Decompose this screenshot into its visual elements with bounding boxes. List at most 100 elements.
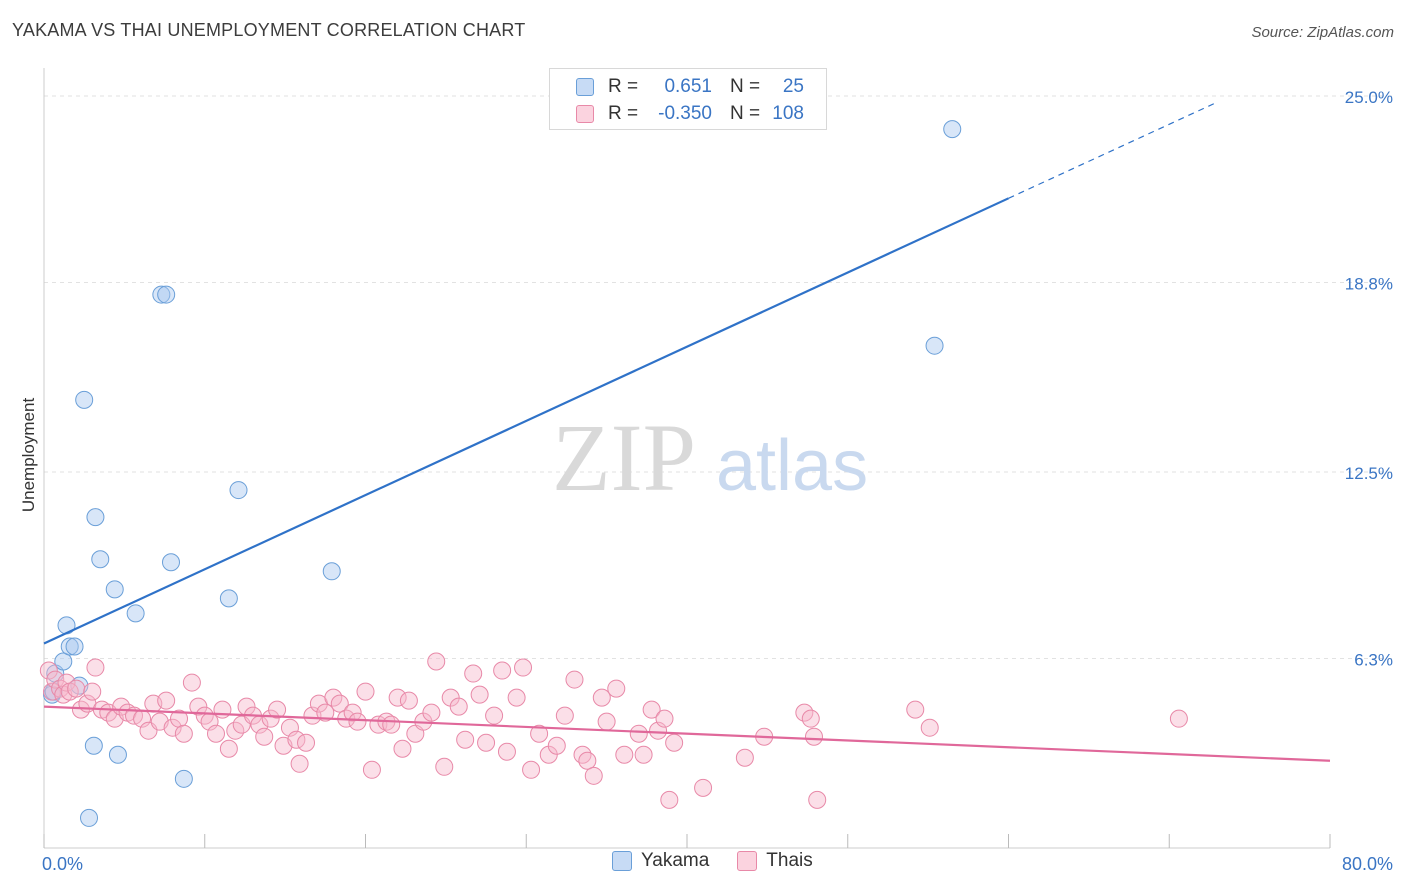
- thais-point: [629, 724, 648, 743]
- thais-point: [83, 682, 102, 701]
- watermark-atlas: atlas: [716, 426, 868, 506]
- thais-point: [573, 745, 592, 764]
- x-tick-label: 0.0%: [42, 854, 83, 874]
- yakama-point: [65, 637, 84, 656]
- y-axis-label: Unemployment: [19, 398, 38, 513]
- yakama-point: [925, 336, 944, 355]
- yakama-swatch: [576, 78, 594, 96]
- thais-point: [86, 658, 105, 677]
- thais-point: [348, 712, 367, 731]
- yakama-point: [322, 562, 341, 581]
- thais-point: [268, 700, 287, 719]
- series-legend: Yakama Thais: [612, 850, 831, 872]
- yakama-point: [229, 481, 248, 500]
- thais-point: [642, 700, 661, 719]
- trend-lines: [43, 101, 1331, 762]
- yakama-point: [75, 390, 94, 409]
- thais-point: [255, 727, 274, 746]
- thais-point: [174, 724, 193, 743]
- thais-point: [530, 724, 549, 743]
- thais-point: [655, 709, 674, 728]
- y-tick-label: 25.0%: [1345, 88, 1393, 107]
- thais-point: [660, 790, 679, 809]
- r-value: -0.350: [658, 103, 712, 124]
- thais-point: [189, 697, 208, 716]
- thais-point: [514, 658, 533, 677]
- stats-legend: R = 0.651 N = 25 R = -0.350 N = 108: [549, 68, 827, 130]
- thais-point: [207, 724, 226, 743]
- thais-trend-line: [43, 705, 1331, 762]
- thais-point: [808, 790, 827, 809]
- yakama-point: [105, 580, 124, 599]
- yakama-point: [86, 508, 105, 527]
- thais-point: [804, 727, 823, 746]
- thais-point: [157, 691, 176, 710]
- thais-point: [597, 712, 616, 731]
- yakama-point: [126, 604, 145, 623]
- thais-point: [547, 736, 566, 755]
- thais-point: [565, 670, 584, 689]
- yakama-point: [108, 745, 127, 764]
- yakama-point: [219, 589, 238, 608]
- thais-point: [578, 751, 597, 770]
- thais-point: [330, 694, 349, 713]
- thais-point: [555, 706, 574, 725]
- thais-point: [456, 730, 475, 749]
- thais-point: [213, 700, 232, 719]
- thais-point: [801, 709, 820, 728]
- r-label: R =: [608, 76, 639, 97]
- thais-point: [195, 706, 214, 725]
- thais-point: [182, 673, 201, 692]
- n-value: 108: [772, 103, 804, 124]
- thais-point: [470, 685, 489, 704]
- tick-labels: 6.3% 12.5% 18.8% 25.0% 0.0% 80.0%: [42, 88, 1393, 874]
- thais-point: [592, 688, 611, 707]
- thais-point: [694, 778, 713, 797]
- thais-point: [920, 718, 939, 737]
- thais-point: [297, 733, 316, 752]
- thais-point: [615, 745, 634, 764]
- thais-point: [393, 739, 412, 758]
- thais-point: [422, 703, 441, 722]
- yakama-point: [80, 808, 99, 827]
- thais-point: [261, 709, 280, 728]
- x-tick-label: 80.0%: [1342, 854, 1393, 874]
- thais-point: [906, 700, 925, 719]
- yakama-legend-swatch: [612, 851, 632, 871]
- legend-label: Yakama: [641, 850, 710, 871]
- thais-point: [356, 682, 375, 701]
- thais-point: [427, 652, 446, 671]
- thais-point: [464, 664, 483, 683]
- thais-point: [607, 679, 626, 698]
- thais-point: [46, 670, 65, 689]
- legend-item-thais[interactable]: Thais: [737, 850, 813, 872]
- watermark-zip: ZIP: [552, 404, 696, 511]
- yakama-trend-extension: [1008, 101, 1218, 199]
- yakama-point: [152, 285, 171, 304]
- r-label: R =: [608, 103, 639, 124]
- yakama-point: [54, 652, 73, 671]
- yakama-point: [157, 285, 176, 304]
- legend-label: Thais: [766, 850, 813, 871]
- thais-point: [507, 688, 526, 707]
- thais-point: [493, 661, 512, 680]
- thais-point: [399, 691, 418, 710]
- thais-point: [163, 718, 182, 737]
- chart-title: YAKAMA VS THAI UNEMPLOYMENT CORRELATION …: [12, 20, 526, 40]
- thais-point: [497, 742, 516, 761]
- y-tick-label: 6.3%: [1354, 651, 1393, 670]
- n-value: 25: [782, 76, 804, 97]
- thais-point: [343, 703, 362, 722]
- thais-point: [449, 697, 468, 716]
- thais-point: [382, 715, 401, 734]
- thais-swatch: [576, 105, 594, 123]
- thais-point: [388, 688, 407, 707]
- legend-item-yakama[interactable]: Yakama: [612, 850, 709, 872]
- thais-point: [39, 661, 58, 680]
- thais-point: [522, 760, 541, 779]
- source-label: Source: ZipAtlas.com: [1251, 24, 1394, 41]
- thais-point: [316, 703, 335, 722]
- thais-point: [735, 748, 754, 767]
- yakama-trend-line: [43, 197, 1009, 645]
